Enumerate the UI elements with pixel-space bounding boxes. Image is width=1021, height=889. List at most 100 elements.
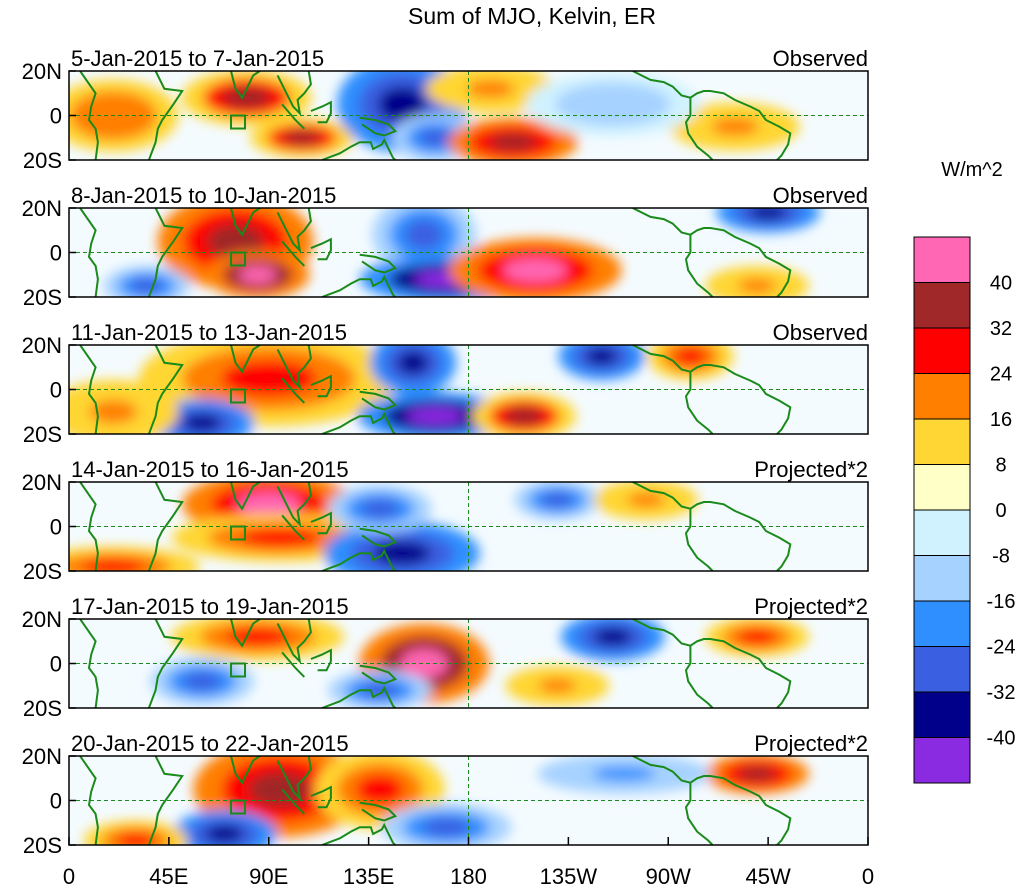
- coastline: [79, 345, 99, 434]
- panel-label: Observed: [773, 183, 868, 208]
- colorbar-swatch: [913, 555, 971, 602]
- y-tick-label: 20S: [23, 559, 62, 584]
- colorbar-swatch: [913, 327, 971, 374]
- x-tick-label: 135E: [343, 864, 394, 889]
- anomaly-core: [538, 678, 577, 694]
- anomaly-core: [205, 825, 244, 843]
- anomaly-core: [355, 774, 404, 805]
- coastline: [230, 71, 261, 100]
- coastline: [310, 374, 332, 398]
- anomaly-core: [503, 258, 567, 283]
- coastline: [321, 822, 396, 845]
- panel: 8-Jan-2015 to 10-Jan-2015 Observed 20N 0 20S: [22, 183, 869, 310]
- coastline: [684, 234, 714, 297]
- panel-label: Observed: [773, 320, 868, 345]
- coastline: [147, 619, 184, 708]
- x-tick-label: 45W: [746, 864, 791, 889]
- coastline: [310, 785, 332, 809]
- y-tick-label: 20S: [23, 422, 62, 447]
- anomaly-field: [69, 756, 868, 845]
- coastline: [321, 274, 396, 297]
- coastline: [281, 103, 306, 130]
- anomaly-core: [282, 130, 322, 146]
- coastline: [684, 371, 714, 434]
- anomaly-core: [419, 128, 452, 147]
- coastline: [321, 137, 396, 160]
- x-tick-label: 180: [450, 864, 487, 889]
- panel-label: Observed: [773, 46, 868, 71]
- anomaly-core: [489, 133, 537, 152]
- coastline: [147, 208, 184, 297]
- y-tick-label: 0: [50, 241, 62, 266]
- y-tick-label: 0: [50, 789, 62, 814]
- y-tick-label: 20N: [22, 744, 62, 769]
- anomaly-core: [378, 86, 426, 122]
- colorbar-swatch: [913, 509, 971, 556]
- coastline: [310, 100, 332, 124]
- anomaly-core: [592, 766, 656, 782]
- anomaly-core: [240, 528, 320, 547]
- coastline: [684, 97, 714, 160]
- panel-title: 17-Jan-2015 to 19-Jan-2015: [71, 594, 349, 619]
- coastline: [310, 237, 332, 261]
- anomaly-core: [711, 117, 759, 136]
- colorbar-swatch: [913, 236, 971, 283]
- y-tick-label: 0: [50, 378, 62, 403]
- panel-title: 20-Jan-2015 to 22-Jan-2015: [71, 731, 349, 756]
- colorbar-swatch: [913, 464, 971, 511]
- panel: 5-Jan-2015 to 7-Jan-2015 Observed 20N 0 20S: [22, 46, 869, 173]
- coastline: [359, 390, 398, 411]
- panel: 20-Jan-2015 to 22-Jan-2015 Projected*2 20N…: [22, 731, 869, 858]
- colorbar-swatch: [913, 282, 971, 329]
- figure-title: Sum of MJO, Kelvin, ER: [408, 3, 656, 29]
- anomaly-core: [206, 223, 265, 259]
- anomaly-core: [627, 492, 666, 508]
- y-tick-label: 20S: [23, 833, 62, 858]
- coastline: [79, 756, 99, 845]
- coastline: [147, 756, 184, 845]
- coastline: [684, 645, 714, 708]
- coastline: [359, 527, 398, 548]
- coastline: [281, 788, 306, 815]
- colorbar-tick-label: 40: [990, 273, 1012, 295]
- coastline: [79, 619, 99, 708]
- coastline: [310, 511, 332, 535]
- colorbar-tick-label: -8: [992, 546, 1010, 568]
- coastline: [79, 71, 99, 160]
- coastline: [276, 208, 312, 254]
- panel: 14-Jan-2015 to 16-Jan-2015 Projected*2 20N…: [22, 457, 869, 584]
- anomaly-core: [89, 400, 138, 424]
- anomaly-core: [225, 627, 290, 646]
- anomaly-core: [130, 278, 163, 294]
- panel-title: 11-Jan-2015 to 13-Jan-2015: [71, 320, 347, 345]
- panel-label: Projected*2: [754, 457, 868, 482]
- anomaly-core: [360, 682, 399, 698]
- anomaly-core: [360, 499, 399, 518]
- y-tick-label: 20N: [22, 59, 62, 84]
- y-tick-label: 20N: [22, 196, 62, 221]
- anomaly-core: [749, 208, 788, 220]
- coastline: [281, 377, 306, 404]
- anomaly-core: [406, 407, 464, 426]
- anomaly-core: [400, 648, 448, 679]
- coastline: [276, 71, 312, 117]
- anomaly-field: [69, 345, 868, 434]
- x-tick-label: 45E: [149, 864, 188, 889]
- coastline: [359, 664, 398, 685]
- x-tick-label: 135W: [540, 864, 598, 889]
- anomaly-core: [183, 414, 222, 432]
- y-tick-label: 20N: [22, 607, 62, 632]
- coastline: [276, 619, 312, 665]
- anomaly-core: [585, 347, 618, 365]
- anomaly-core: [221, 360, 317, 396]
- coastline: [684, 782, 714, 845]
- y-tick-label: 0: [50, 652, 62, 677]
- colorbar-tick-label: 16: [990, 409, 1012, 431]
- coastline: [230, 345, 261, 374]
- coastline: [281, 514, 306, 541]
- anomaly-field: [69, 71, 868, 160]
- anomaly-core: [541, 492, 574, 508]
- panel: 11-Jan-2015 to 13-Jan-2015 Observed 20N 0 20…: [22, 320, 869, 447]
- anomaly-core: [238, 265, 277, 284]
- coastline: [321, 548, 396, 571]
